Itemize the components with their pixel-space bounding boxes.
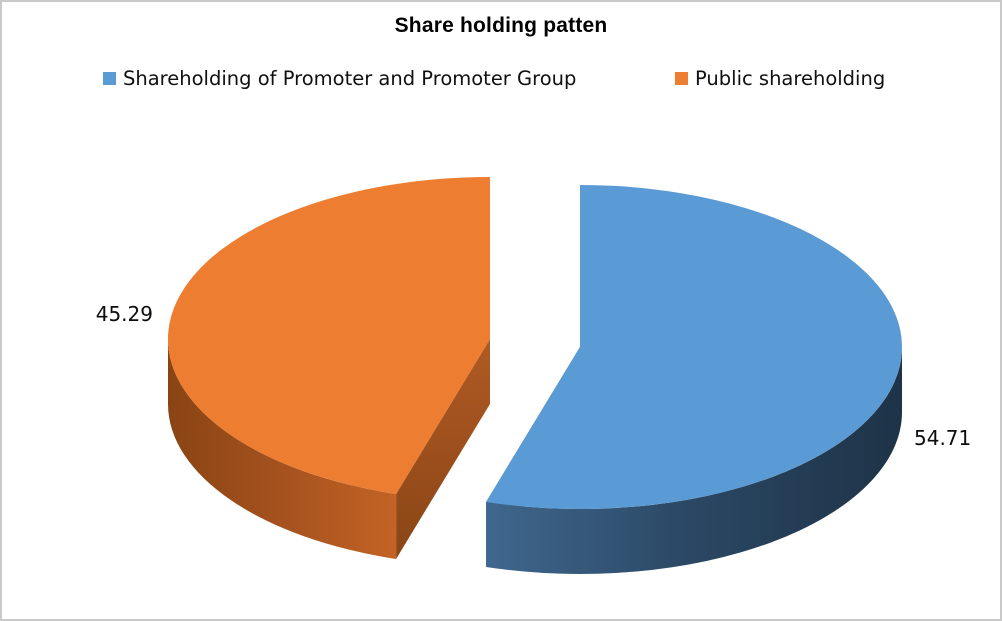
data-label-promoter: 54.71 bbox=[914, 426, 972, 450]
legend-swatch-public-icon bbox=[675, 71, 688, 85]
legend-item-public: Public shareholding bbox=[675, 66, 885, 90]
pie-slice-promoter-wall bbox=[486, 347, 903, 575]
legend-item-promoter: Shareholding of Promoter and Promoter Gr… bbox=[103, 66, 576, 90]
pie-slice-promoter-top bbox=[486, 185, 902, 509]
legend-swatch-promoter-icon bbox=[103, 71, 116, 85]
pie-slice-public-cut-face bbox=[396, 339, 490, 559]
data-label-public: 45.29 bbox=[95, 302, 153, 326]
chart-title: Share holding patten bbox=[394, 14, 608, 37]
pie-slice-public-wall bbox=[168, 339, 397, 559]
legend-label-public: Public shareholding bbox=[695, 66, 886, 90]
pie-slice-public-top bbox=[167, 177, 491, 494]
legend-label-promoter: Shareholding of Promoter and Promoter Gr… bbox=[123, 66, 577, 90]
